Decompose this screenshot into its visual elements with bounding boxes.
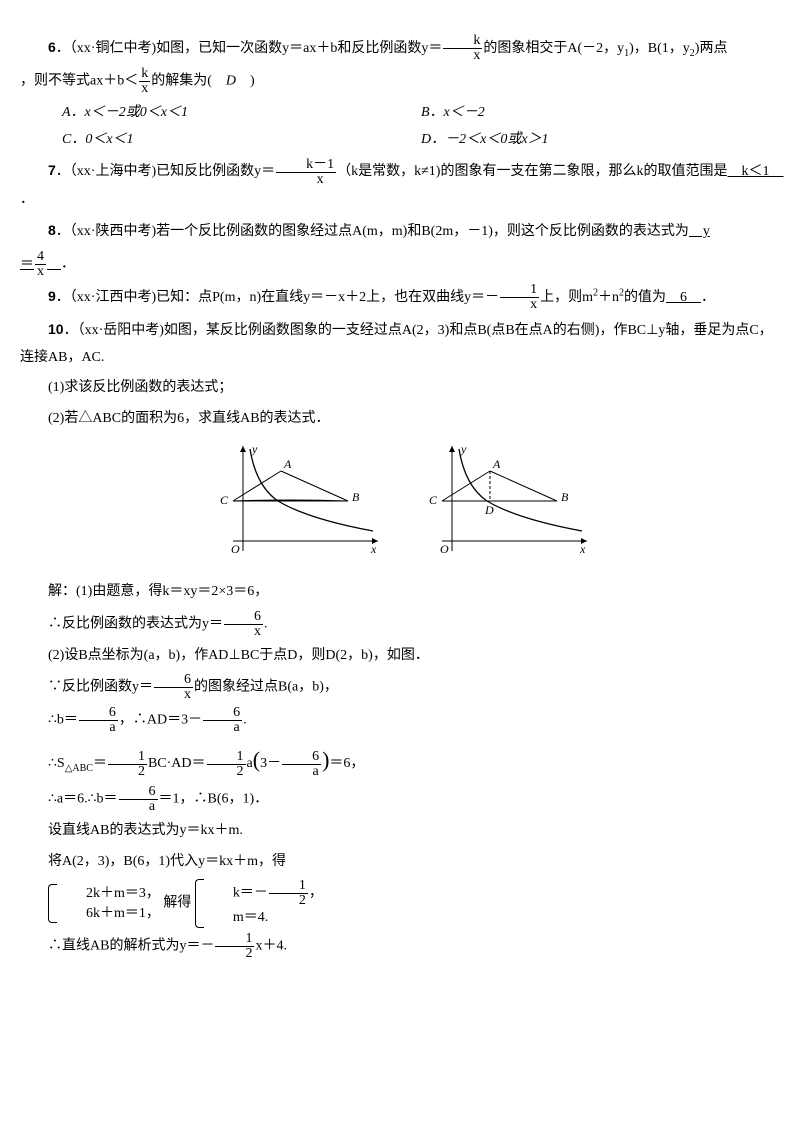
sol-l5: ∴b＝6a，∴AD＝3－6a. [20,706,780,735]
q6: 6．（xx·铜仁中考)如图，已知一次函数y＝ax＋b和反比例函数y＝kx的图象相… [20,34,780,63]
q7-answer: k＜1 [727,164,783,179]
q8-answer-part1: y [689,224,710,239]
svg-text:C: C [429,493,438,507]
q10-p2: (2)若△ABC的面积为6，求直线AB的表达式． [20,406,780,433]
svg-text:B: B [561,490,569,504]
sol-l3: (2)设B点坐标为(a，b)，作AD⊥BC于点D，则D(2，b)，如图． [20,643,780,670]
q10: 10．（xx·岳阳中考)如图，某反比例函数图象的一支经过点A(2，3)和点B(点… [20,316,780,371]
sol-l1: 解：(1)由题意，得k＝xy＝2×3＝6， [20,579,780,606]
sol-l8: 设直线AB的表达式为y＝kx＋m. [20,818,780,845]
opt-d: D．－2＜x＜0或x＞1 [421,132,549,147]
opt-b: B．x＜－2 [421,105,485,120]
q6-opts-row2: C．0＜x＜1 D．－2＜x＜0或x＞1 [20,127,780,154]
svg-text:y: y [251,442,258,456]
svg-text:C: C [220,493,229,507]
opt-a: A．x＜－2或0＜x＜1 [62,105,188,120]
q6-line2: ，则不等式ax＋b＜kx的解集为( D ) [20,67,780,96]
q10-p1: (1)求该反比例函数的表达式； [20,375,780,402]
svg-text:B: B [352,490,360,504]
sol-system: 2k＋m＝3， 6k＋m＝1， 解得 k＝－12， m＝4. [20,879,780,928]
q6-opts-row1: A．x＜－2或0＜x＜1 B．x＜－2 [20,100,780,127]
svg-text:O: O [231,542,240,556]
svg-text:A: A [283,457,292,471]
sol-l9: 将A(2，3)，B(6，1)代入y＝kx＋m，得 [20,849,780,876]
q9-answer: 6 [666,290,701,305]
svg-text:A: A [492,457,501,471]
svg-text:y: y [460,442,467,456]
sol-l6: ∴S△ABC＝12BC·AD＝12a(3－6a)＝6， [20,739,780,781]
svg-text:D: D [484,503,494,517]
sol-l7: ∴a＝6.∴b＝6a＝1，∴B(6，1)． [20,785,780,814]
figure-1: y x O A B C [208,441,383,561]
sol-l2: ∴反比例函数的表达式为y＝6x. [20,610,780,639]
qnum: 6 [48,39,56,55]
figure-2: y x O A B C D [417,441,592,561]
figures: y x O A B C y x O A B C D [20,441,780,572]
svg-text:x: x [579,542,586,556]
q8: 8．（xx·陕西中考)若一个反比例函数的图象经过点A(m，m)和B(2m，－1)… [20,217,780,246]
q9: 9．（xx·江西中考)已知：点P(m，n)在直线y＝－x＋2上，也在双曲线y＝－… [20,283,780,312]
opt-c: C．0＜x＜1 [62,132,134,147]
svg-text:x: x [370,542,377,556]
svg-text:O: O [440,542,449,556]
sol-l4: ∵反比例函数y＝6x的图象经过点B(a，b)， [20,673,780,702]
q7: 7．（xx·上海中考)已知反比例函数y＝k－1x（k是常数，k≠1)的图象有一支… [20,157,780,213]
q6-answer: D [226,74,236,89]
q8-line2: ＝4x ． [20,250,780,279]
frac: kx [443,34,482,63]
sol-l10: ∴直线AB的解析式为y＝－12x＋4. [20,932,780,961]
